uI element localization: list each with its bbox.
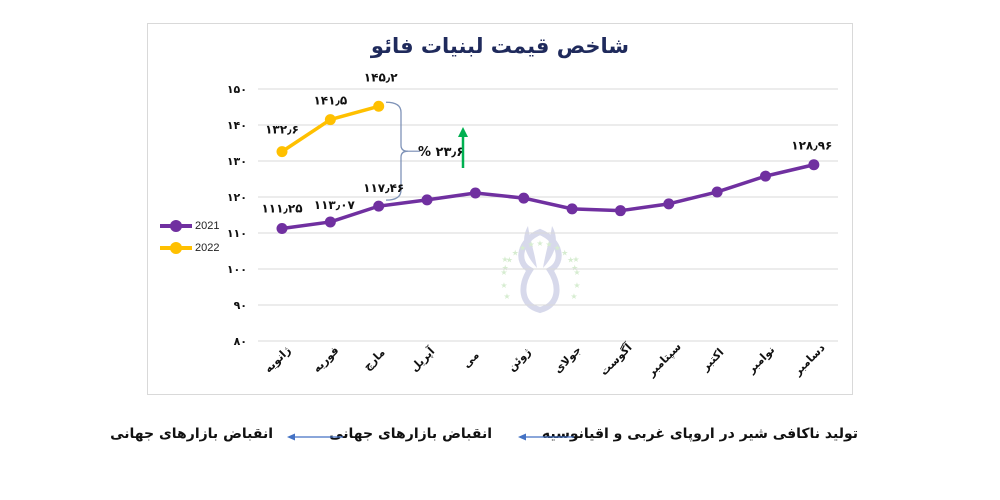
svg-text:★: ★ bbox=[503, 292, 510, 301]
data-point bbox=[711, 186, 723, 198]
arrow-up-icon bbox=[458, 127, 468, 168]
y-tick-label: ۱۴۰ bbox=[227, 119, 247, 132]
x-tick-label: نوامبر bbox=[744, 343, 777, 376]
svg-text:★: ★ bbox=[502, 263, 509, 272]
x-tick-label: ژوئن bbox=[505, 345, 533, 373]
data-point bbox=[324, 114, 336, 126]
svg-text:★: ★ bbox=[506, 255, 513, 264]
data-point bbox=[518, 192, 530, 204]
data-point bbox=[808, 159, 820, 171]
svg-text:★: ★ bbox=[500, 268, 507, 277]
data-point bbox=[276, 146, 288, 158]
legend-label: 2021 bbox=[195, 220, 220, 232]
legend-swatch-2021 bbox=[160, 220, 192, 232]
data-point bbox=[276, 223, 288, 234]
x-tick-label: سپتامبر bbox=[644, 340, 684, 380]
data-label: ۱۴۱٫۵ bbox=[313, 94, 347, 108]
x-tick-label: دسامبر bbox=[790, 341, 828, 379]
svg-text:★: ★ bbox=[571, 263, 578, 272]
x-tick-label: مارچ bbox=[361, 346, 389, 374]
svg-text:★: ★ bbox=[527, 240, 534, 249]
cause-flow: تولید ناکافی شیر در اروپای غربی و اقیانو… bbox=[0, 426, 1000, 450]
x-tick-label: جولای bbox=[551, 343, 584, 376]
x-tick-label: می bbox=[460, 349, 482, 371]
data-point bbox=[614, 205, 626, 217]
svg-text:★: ★ bbox=[573, 268, 580, 277]
svg-text:★: ★ bbox=[554, 243, 561, 252]
watermark-logo: ★★★★ ★ ★ ★ ★★★★★★★★★★★★ bbox=[500, 226, 581, 314]
data-point bbox=[469, 187, 481, 199]
y-tick-label: ۱۲۰ bbox=[227, 191, 247, 204]
chart-title: شاخص قیمت لبنیات فائو bbox=[370, 34, 630, 58]
svg-text:★: ★ bbox=[567, 255, 574, 264]
y-tick-label: ۱۵۰ bbox=[227, 83, 247, 96]
legend-label: 2022 bbox=[195, 242, 220, 254]
flow-step-3: انقباض بازارهای جهانی bbox=[110, 426, 273, 442]
data-point bbox=[373, 200, 385, 212]
y-tick-label: ۹۰ bbox=[234, 299, 247, 312]
svg-text:★: ★ bbox=[512, 249, 519, 258]
legend-swatch-2022 bbox=[160, 242, 192, 254]
data-point bbox=[421, 194, 433, 206]
y-tick-label: ۱۰۰ bbox=[227, 263, 247, 276]
data-point bbox=[663, 198, 675, 210]
legend: 2021 2022 bbox=[160, 215, 219, 259]
legend-item-2022: 2022 bbox=[160, 237, 219, 259]
y-tick-label: ۱۱۰ bbox=[227, 227, 247, 240]
y-tick-label: ۸۰ bbox=[234, 335, 247, 348]
svg-text:★: ★ bbox=[536, 239, 543, 248]
x-tick-label: ژانویه bbox=[262, 344, 294, 376]
data-point bbox=[566, 203, 578, 215]
svg-text:★: ★ bbox=[573, 281, 580, 290]
series-line-2021 bbox=[281, 163, 815, 231]
data-point bbox=[760, 170, 771, 182]
data-label: ۱۱۷٫۴۶ bbox=[363, 181, 404, 195]
y-tick-label: ۱۳۰ bbox=[227, 155, 247, 168]
percent-change-label: % ۲۳٫۶ bbox=[418, 145, 464, 160]
svg-text:★: ★ bbox=[501, 255, 508, 264]
data-label: ۱۳۲٫۶ bbox=[265, 123, 299, 137]
flow-step-1: تولید ناکافی شیر در اروپای غربی و اقیانو… bbox=[541, 426, 858, 442]
flow-step-2: انقباض بازارهای جهانی bbox=[329, 426, 492, 442]
data-label: ۱۲۸٫۹۶ bbox=[791, 139, 832, 153]
arrow-left-icon bbox=[287, 433, 343, 441]
data-label: ۱۴۵٫۲ bbox=[364, 70, 398, 84]
svg-text:★: ★ bbox=[572, 255, 579, 264]
svg-text:★: ★ bbox=[519, 243, 526, 252]
svg-text:★: ★ bbox=[570, 292, 577, 301]
svg-text:★: ★ bbox=[500, 281, 507, 290]
data-point bbox=[373, 100, 385, 112]
data-label: ۱۱۱٫۲۵ bbox=[261, 202, 302, 216]
x-tick-label: اکتبر bbox=[698, 346, 726, 374]
data-label: ۱۱۳٫۰۷ bbox=[314, 198, 356, 212]
svg-text:★: ★ bbox=[545, 240, 552, 249]
svg-text:★: ★ bbox=[561, 249, 568, 258]
chart-frame bbox=[147, 23, 853, 395]
data-point bbox=[324, 216, 336, 228]
x-tick-label: آپریل bbox=[407, 344, 437, 374]
x-tick-label: فوریه bbox=[310, 344, 341, 375]
arrow-left-icon bbox=[518, 433, 574, 441]
x-tick-label: آگوست bbox=[597, 340, 635, 378]
legend-item-2021: 2021 bbox=[160, 215, 219, 237]
